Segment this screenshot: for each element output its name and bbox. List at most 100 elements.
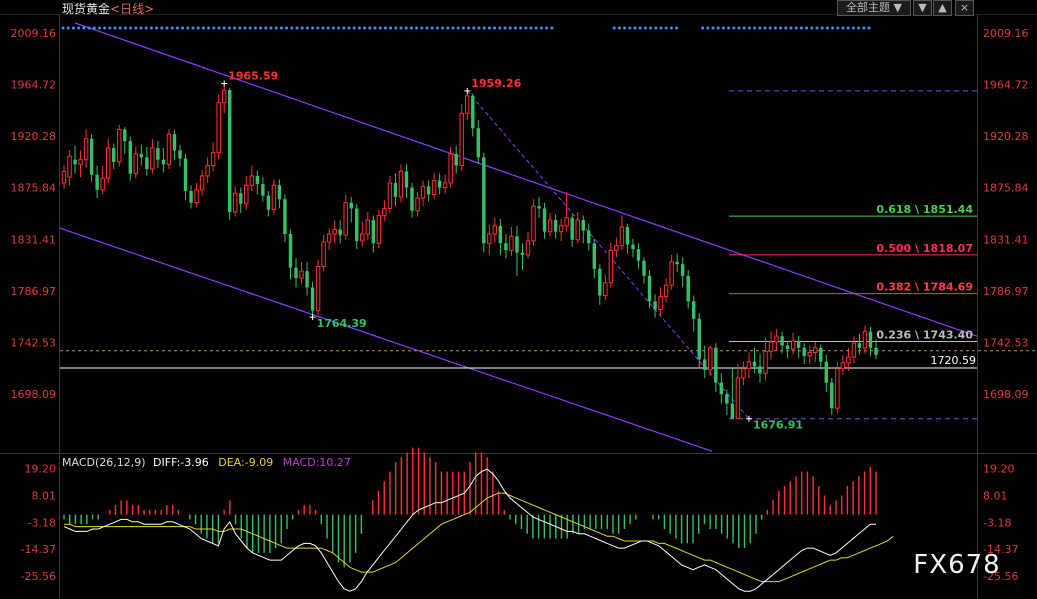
event-dot	[279, 26, 283, 30]
macd-dea-line	[64, 492, 894, 583]
theme-select[interactable]: 全部主题 ▼	[837, 0, 911, 16]
candle	[150, 138, 155, 174]
candle-body	[105, 147, 111, 179]
candle-body	[509, 235, 514, 251]
event-dot	[66, 26, 70, 30]
candle-body	[763, 350, 768, 374]
event-dot	[456, 26, 460, 30]
candle-body	[581, 220, 585, 231]
macd-axis-tick-label: 8.01	[983, 489, 1008, 502]
sort-asc-button[interactable]: ▲	[933, 0, 952, 16]
candle-body	[857, 343, 862, 348]
candle	[614, 237, 619, 258]
event-dot	[435, 26, 439, 30]
candle-body	[83, 138, 89, 161]
candle	[73, 145, 77, 174]
event-dot	[300, 26, 304, 30]
candle-body	[459, 112, 464, 166]
candle-body	[614, 245, 619, 251]
candle-body	[819, 347, 823, 362]
candle	[249, 165, 255, 192]
candle-body	[448, 153, 453, 184]
candle-body	[255, 175, 260, 185]
event-dot	[799, 26, 803, 30]
event-dot	[118, 26, 122, 30]
sort-desc-button[interactable]: ▼	[913, 0, 932, 16]
event-dot	[545, 26, 549, 30]
candle	[426, 180, 431, 202]
candle-body	[824, 361, 828, 383]
event-dot	[77, 26, 81, 30]
watermark-logo: FX678	[913, 550, 1000, 580]
event-dot	[451, 26, 455, 30]
candle-body	[431, 180, 437, 196]
candle-body	[442, 182, 448, 189]
fibonacci-levels: 0.618 \ 1851.44 0.500 \ 1818.07 0.382 \ 17…	[60, 90, 1037, 420]
candle	[459, 103, 464, 172]
candle	[515, 225, 519, 276]
candle-body	[150, 147, 155, 170]
macd-axis-tick-label: -14.37	[21, 543, 56, 556]
event-dot	[305, 26, 309, 30]
candle	[338, 220, 342, 244]
candle-body	[830, 382, 834, 409]
candle-body	[321, 241, 326, 268]
event-dot	[196, 26, 200, 30]
candle	[410, 182, 414, 218]
candle-body	[708, 347, 713, 371]
candle-body	[515, 236, 519, 253]
candle	[669, 254, 674, 290]
event-dot	[337, 26, 341, 30]
event-dot	[264, 26, 268, 30]
close-button[interactable]: ×	[955, 0, 974, 16]
event-dot	[732, 26, 736, 30]
candle-body	[868, 331, 873, 348]
candle	[840, 354, 846, 375]
event-dot	[357, 26, 361, 30]
event-dot	[316, 26, 320, 30]
event-dot	[129, 26, 133, 30]
candle	[520, 243, 525, 270]
macd-axis-tick-label: -3.18	[983, 516, 1011, 529]
candle	[758, 353, 762, 383]
candle	[653, 294, 657, 318]
macd-axis-tick-label: -14.37	[983, 543, 1018, 556]
close-icon: ×	[959, 1, 970, 14]
candle	[851, 336, 857, 363]
event-dot	[409, 26, 413, 30]
candle	[305, 261, 309, 296]
event-dot	[92, 26, 96, 30]
y-axis-tick-label: 1698.09	[11, 388, 57, 401]
event-dot	[253, 26, 257, 30]
event-dot	[867, 26, 871, 30]
candle-body	[714, 347, 718, 383]
candle	[161, 148, 166, 173]
event-dot	[383, 26, 387, 30]
candle	[349, 196, 353, 223]
candle-body	[78, 159, 83, 165]
candle-body	[531, 205, 536, 242]
period-label[interactable]: <日线>	[110, 2, 155, 16]
candle	[824, 354, 828, 392]
candle-body	[117, 128, 122, 163]
candle-body	[139, 153, 144, 158]
candle-body	[261, 184, 265, 196]
candle	[420, 180, 426, 207]
macd-axis-tick-label: 19.20	[25, 463, 57, 476]
candle	[294, 258, 298, 288]
candle-body	[210, 152, 216, 166]
event-dot	[155, 26, 159, 30]
event-dot	[285, 26, 289, 30]
candle	[255, 170, 260, 195]
candle	[415, 192, 420, 217]
candle-body	[221, 89, 227, 104]
candle	[105, 138, 111, 183]
event-dot	[638, 26, 642, 30]
candle	[790, 332, 796, 355]
event-dot	[269, 26, 273, 30]
candle-body	[382, 207, 387, 216]
candle-body	[133, 153, 139, 175]
candle	[194, 182, 199, 208]
candle-body	[862, 331, 868, 349]
candle-body	[790, 340, 796, 350]
